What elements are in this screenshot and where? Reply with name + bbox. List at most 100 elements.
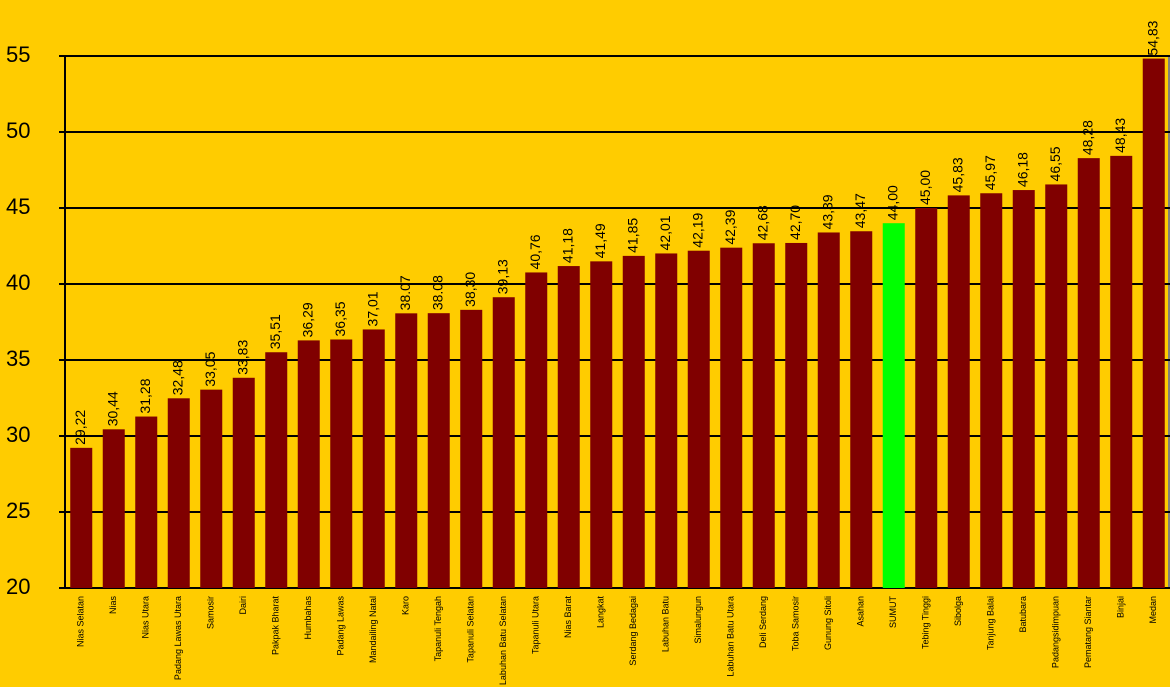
bar <box>1077 158 1100 589</box>
bar <box>1045 184 1068 588</box>
x-tick-label: Serdang Bedagai <box>628 596 638 666</box>
value-label: 37,01 <box>364 291 380 326</box>
value-label: 46,18 <box>1014 152 1030 187</box>
bar <box>687 250 710 588</box>
x-tick-label: Simalungun <box>693 596 703 644</box>
value-label: 42,68 <box>754 205 770 240</box>
value-label: 35,51 <box>267 314 283 349</box>
y-tick-label: 50 <box>6 118 30 143</box>
y-tick-label: 30 <box>6 422 30 447</box>
bar <box>265 352 288 588</box>
value-label: 42,01 <box>657 215 673 250</box>
bar <box>1012 190 1035 588</box>
x-tick-label: Nias <box>108 596 118 615</box>
bar <box>980 193 1003 589</box>
x-tick-label: Labuhan Batu Selatan <box>498 596 508 685</box>
bar <box>427 313 450 588</box>
bar <box>460 309 483 588</box>
value-label: 36,35 <box>332 301 348 336</box>
bar <box>785 242 808 588</box>
bar <box>590 261 613 588</box>
x-tick-label: Dairi <box>238 596 248 615</box>
bar <box>492 297 515 588</box>
bar <box>752 243 775 588</box>
value-label: 42,19 <box>689 212 705 247</box>
x-tick-label: Mandailing Natal <box>368 596 378 663</box>
x-tick-label: Asahan <box>856 596 866 627</box>
x-tick-label: Padang Lawas <box>336 596 346 656</box>
bar <box>70 447 93 588</box>
bar <box>817 232 840 589</box>
x-tick-label: Deli Serdang <box>758 596 768 648</box>
value-label: 31,28 <box>137 378 153 413</box>
x-tick-label: Nias Selatan <box>76 596 86 647</box>
value-label: 33,83 <box>234 340 250 375</box>
bar <box>297 340 320 588</box>
x-tick-label: Labuhan Batu Utara <box>726 596 736 677</box>
y-tick-label: 40 <box>6 270 30 295</box>
value-label: 38,30 <box>462 272 478 307</box>
value-label: 32,48 <box>169 360 185 395</box>
value-label: 45,83 <box>949 157 965 192</box>
bar <box>330 339 353 588</box>
x-tick-label: Tapanuli Tengah <box>433 596 443 661</box>
bar <box>525 272 548 588</box>
value-label: 29,22 <box>72 410 88 445</box>
bar <box>232 377 255 588</box>
value-label: 33,05 <box>202 351 218 386</box>
x-tick-label: Labuhan Batu <box>661 596 671 652</box>
bar <box>362 329 385 588</box>
value-label: 43,39 <box>819 194 835 229</box>
value-label: 36,29 <box>299 302 315 337</box>
bar <box>102 429 125 588</box>
bar <box>622 255 645 588</box>
bar <box>915 208 938 588</box>
bar <box>167 398 190 588</box>
value-label: 38.08 <box>429 275 445 310</box>
x-tick-label: Langkat <box>596 596 606 629</box>
y-tick-label: 55 <box>6 42 30 67</box>
value-label: 38.07 <box>397 275 413 310</box>
x-tick-label: Tebing Tinggi <box>921 596 931 649</box>
value-label: 39,13 <box>494 259 510 294</box>
x-tick-label: Sibolga <box>953 596 963 626</box>
bar <box>200 389 223 588</box>
x-tick-label: Pakpak Bharat <box>271 596 281 656</box>
value-label: 41,85 <box>624 218 640 253</box>
bar <box>1110 155 1133 588</box>
bar <box>850 231 873 589</box>
y-tick-label: 45 <box>6 194 30 219</box>
y-tick-label: 35 <box>6 346 30 371</box>
x-tick-label: Tanjung Balai <box>986 596 996 650</box>
value-label: 41,18 <box>559 228 575 263</box>
value-label: 40,76 <box>527 234 543 269</box>
bar <box>557 266 580 588</box>
bar <box>947 195 970 588</box>
x-tick-label: Gunung Sitoli <box>823 596 833 650</box>
x-tick-label: Tapanuli Utara <box>531 596 541 654</box>
y-tick-label: 20 <box>6 574 30 599</box>
x-tick-label: Nias Utara <box>141 596 151 639</box>
bar <box>135 416 158 588</box>
value-label: 54,83 <box>1144 20 1160 55</box>
value-label: 48,43 <box>1112 118 1128 153</box>
value-label: 42,39 <box>722 209 738 244</box>
value-label: 30,44 <box>104 391 120 426</box>
x-tick-label: Pematang Siantar <box>1083 596 1093 668</box>
value-label: 45,97 <box>982 155 998 190</box>
bar <box>882 223 905 588</box>
x-tick-label: Nias Barat <box>563 596 573 639</box>
x-tick-label: Samosir <box>206 596 216 629</box>
bar <box>655 253 678 588</box>
value-label: 44,00 <box>884 185 900 220</box>
bar <box>395 313 418 588</box>
value-label: 45,00 <box>917 170 933 205</box>
x-tick-label: Tapanuli Selatan <box>466 596 476 663</box>
y-tick-label: 25 <box>6 498 30 523</box>
x-tick-label: Binjai <box>1116 596 1126 618</box>
bar <box>1142 58 1165 589</box>
x-tick-label: Medan <box>1148 596 1158 624</box>
x-tick-label: SUMUT <box>888 596 898 628</box>
x-tick-label: Toba Samosir <box>791 596 801 651</box>
